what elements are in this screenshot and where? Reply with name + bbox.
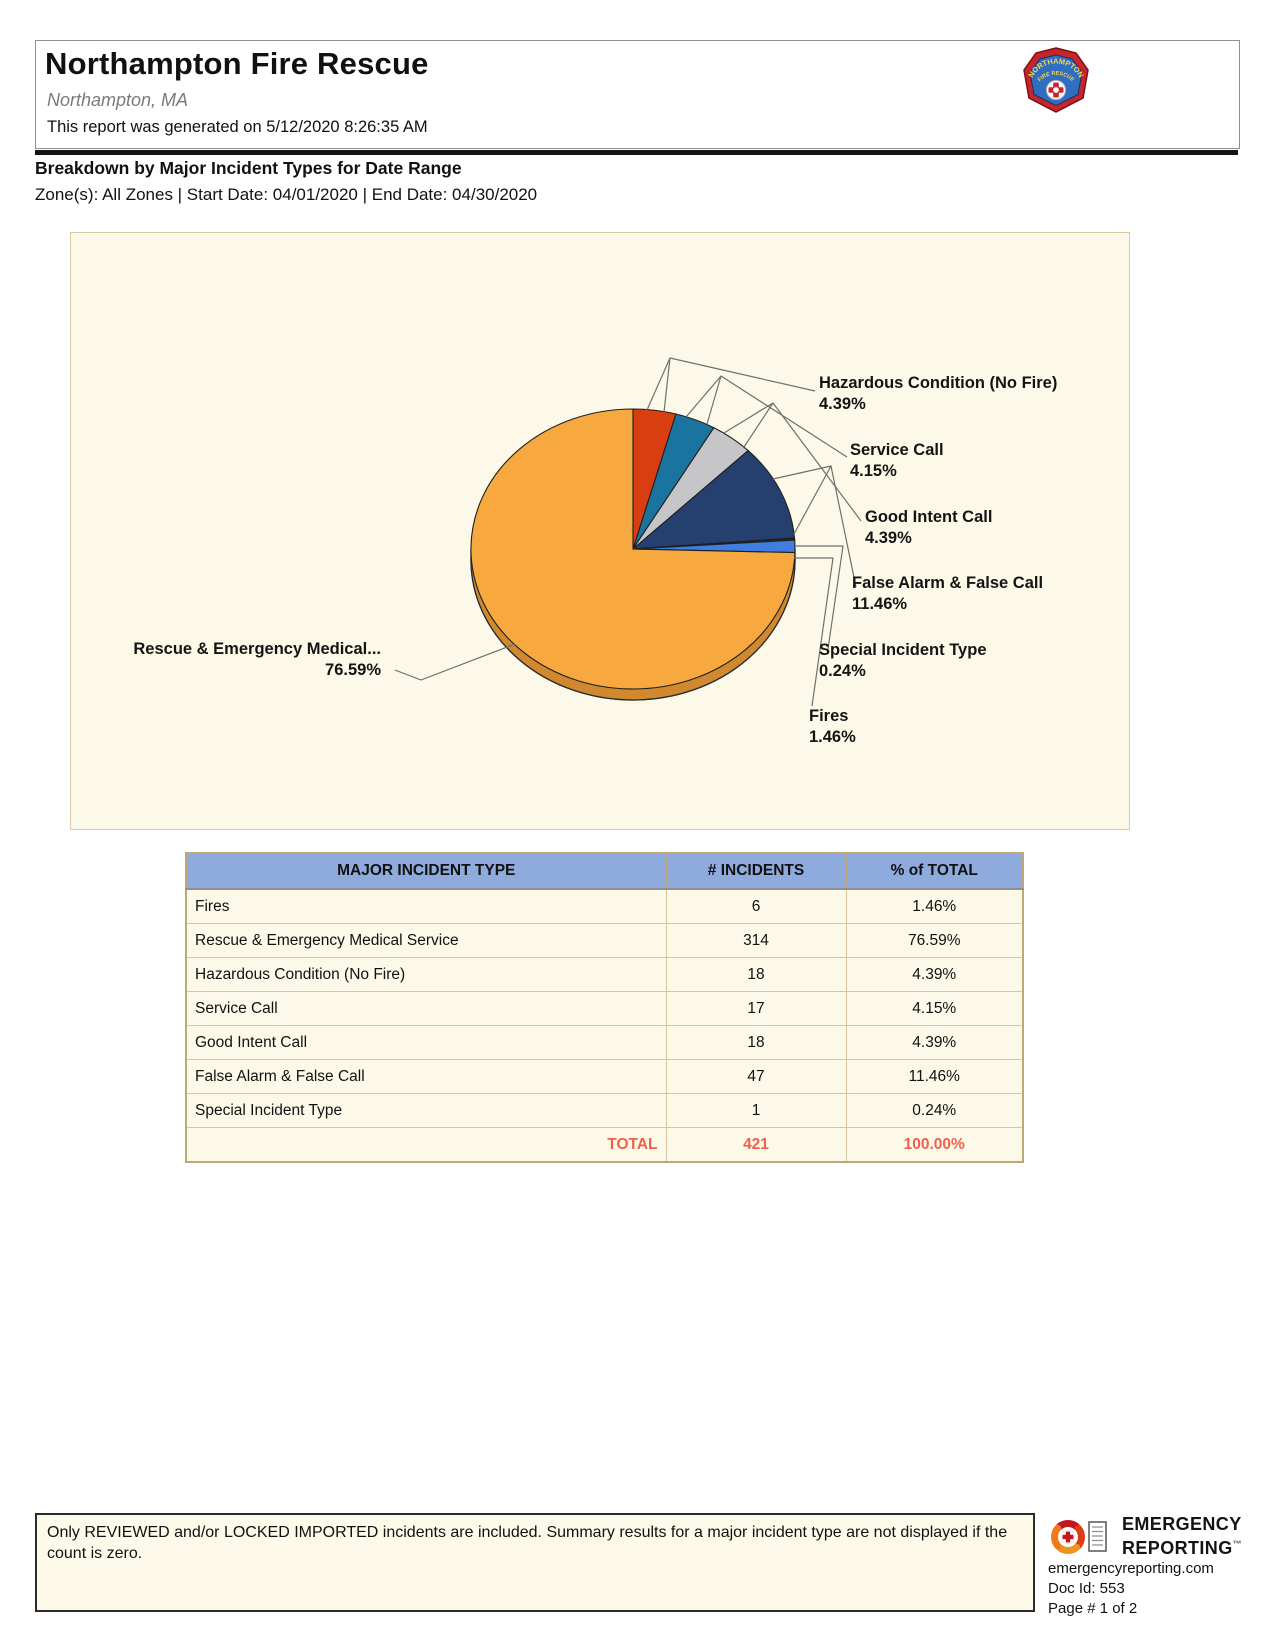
table-row: Service Call 17 4.15% <box>185 991 1024 1026</box>
emergency-reporting-logo-icon <box>1048 1516 1118 1563</box>
col-header-incidents: # INCIDENTS <box>665 852 847 890</box>
cell-type: Rescue & Emergency Medical Service <box>185 923 667 958</box>
total-pct: 100.00% <box>845 1127 1024 1163</box>
cell-incidents: 1 <box>665 1093 847 1128</box>
cell-type: Service Call <box>185 991 667 1026</box>
page-title: Northampton Fire Rescue <box>45 46 429 81</box>
total-incidents: 421 <box>665 1127 847 1163</box>
cell-incidents: 6 <box>665 888 847 924</box>
cell-incidents: 17 <box>665 991 847 1026</box>
fire-department-badge-icon: NORTHAMPTON FIRE RESCUE <box>1020 46 1092 119</box>
emergency-reporting-wordmark: EMERGENCY REPORTING™ <box>1122 1514 1243 1558</box>
cell-type: Special Incident Type <box>185 1093 667 1128</box>
pie-slice-label: Fires 1.46% <box>809 707 856 746</box>
cell-type: Fires <box>185 888 667 924</box>
table-total-row: TOTAL 421 100.00% <box>185 1127 1024 1163</box>
cell-pct: 4.39% <box>845 957 1024 992</box>
report-heading: Breakdown by Major Incident Types for Da… <box>35 158 462 178</box>
website-text: emergencyreporting.com <box>1048 1560 1214 1577</box>
pie-chart-svg <box>394 357 862 707</box>
table-row: Special Incident Type 1 0.24% <box>185 1093 1024 1128</box>
pie-slice-label: Hazardous Condition (No Fire) 4.39% <box>819 374 1058 413</box>
header-divider <box>35 150 1238 155</box>
col-header-pct-total: % of TOTAL <box>845 852 1024 890</box>
brand-line2: REPORTING <box>1122 1537 1233 1558</box>
cell-incidents: 314 <box>665 923 847 958</box>
incident-table: MAJOR INCIDENT TYPE # INCIDENTS % of TOT… <box>185 852 1024 1163</box>
cell-type: Hazardous Condition (No Fire) <box>185 957 667 992</box>
cell-pct: 4.15% <box>845 991 1024 1026</box>
cell-pct: 76.59% <box>845 923 1024 958</box>
cell-type: Good Intent Call <box>185 1025 667 1060</box>
footnote-text: Only REVIEWED and/or LOCKED IMPORTED inc… <box>47 1524 1008 1562</box>
cell-incidents: 18 <box>665 957 847 992</box>
pie-slice-label: Rescue & Emergency Medical... 76.59% <box>133 640 381 679</box>
pie-slice-label: Special Incident Type 0.24% <box>819 641 987 680</box>
table-row: Rescue & Emergency Medical Service 314 7… <box>185 923 1024 958</box>
table-header-row: MAJOR INCIDENT TYPE # INCIDENTS % of TOT… <box>185 852 1024 890</box>
generated-timestamp: This report was generated on 5/12/2020 8… <box>47 118 428 136</box>
table-row: False Alarm & False Call 47 11.46% <box>185 1059 1024 1094</box>
cell-pct: 0.24% <box>845 1093 1024 1128</box>
pie-chart-area: Hazardous Condition (No Fire) 4.39% Servic… <box>70 232 1130 830</box>
pie-slice-label: Good Intent Call 4.39% <box>865 508 993 547</box>
cell-pct: 1.46% <box>845 888 1024 924</box>
table-row: Fires 6 1.46% <box>185 888 1024 924</box>
doc-id-text: Doc Id: 553 <box>1048 1580 1125 1597</box>
department-location: Northampton, MA <box>47 90 189 110</box>
incident-table-wrap: MAJOR INCIDENT TYPE # INCIDENTS % of TOT… <box>185 852 1024 1163</box>
cell-pct: 4.39% <box>845 1025 1024 1060</box>
footnote-box: Only REVIEWED and/or LOCKED IMPORTED inc… <box>35 1513 1035 1612</box>
table-row: Hazardous Condition (No Fire) 18 4.39% <box>185 957 1024 992</box>
cell-incidents: 18 <box>665 1025 847 1060</box>
brand-line1: EMERGENCY <box>1122 1514 1242 1534</box>
cell-type: False Alarm & False Call <box>185 1059 667 1094</box>
cell-incidents: 47 <box>665 1059 847 1094</box>
pie-slice-label: False Alarm & False Call 11.46% <box>852 574 1044 613</box>
pie-slice-label: Service Call 4.15% <box>850 441 944 480</box>
trademark: ™ <box>1232 1538 1243 1549</box>
col-header-incident-type: MAJOR INCIDENT TYPE <box>185 852 667 890</box>
report-filters: Zone(s): All Zones | Start Date: 04/01/2… <box>35 185 538 204</box>
cell-pct: 11.46% <box>845 1059 1024 1094</box>
table-row: Good Intent Call 18 4.39% <box>185 1025 1024 1060</box>
page-number-text: Page # 1 of 2 <box>1048 1600 1138 1617</box>
total-label: TOTAL <box>185 1127 667 1163</box>
